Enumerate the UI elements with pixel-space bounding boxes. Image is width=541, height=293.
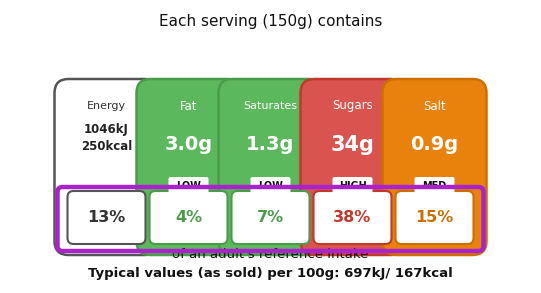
Text: 4%: 4% [175,210,202,225]
Text: 13%: 13% [88,210,126,225]
Text: Each serving (150g) contains: Each serving (150g) contains [159,14,382,29]
FancyBboxPatch shape [136,79,241,255]
Text: LOW: LOW [258,181,283,191]
Text: Saturates: Saturates [243,101,298,111]
FancyBboxPatch shape [333,177,373,195]
FancyBboxPatch shape [300,79,405,255]
FancyBboxPatch shape [232,191,309,244]
Text: 15%: 15% [415,210,453,225]
Text: 7%: 7% [257,210,284,225]
FancyBboxPatch shape [414,177,454,195]
Text: HIGH: HIGH [339,181,366,191]
Text: Fat: Fat [180,100,197,113]
FancyBboxPatch shape [250,177,291,195]
FancyBboxPatch shape [149,191,228,244]
Text: Typical values (as sold) per 100g: 697kJ/ 167kcal: Typical values (as sold) per 100g: 697kJ… [88,267,453,280]
Text: 38%: 38% [333,210,372,225]
Text: of an adult's reference intake: of an adult's reference intake [173,248,368,261]
FancyBboxPatch shape [219,79,322,255]
FancyBboxPatch shape [382,79,486,255]
FancyBboxPatch shape [168,177,208,195]
Text: Sugars: Sugars [332,100,373,113]
Text: 34g: 34g [331,135,374,155]
FancyBboxPatch shape [55,79,159,255]
Text: 3.0g: 3.0g [164,135,213,154]
FancyBboxPatch shape [313,191,392,244]
Text: LOW: LOW [176,181,201,191]
Text: 1.3g: 1.3g [246,135,295,154]
Text: 0.9g: 0.9g [411,135,459,154]
Text: Energy: Energy [87,101,126,111]
FancyBboxPatch shape [68,191,146,244]
FancyBboxPatch shape [395,191,473,244]
Text: 1046kJ
250kcal: 1046kJ 250kcal [81,122,132,154]
Text: MED: MED [423,181,447,191]
Text: Salt: Salt [423,100,446,113]
